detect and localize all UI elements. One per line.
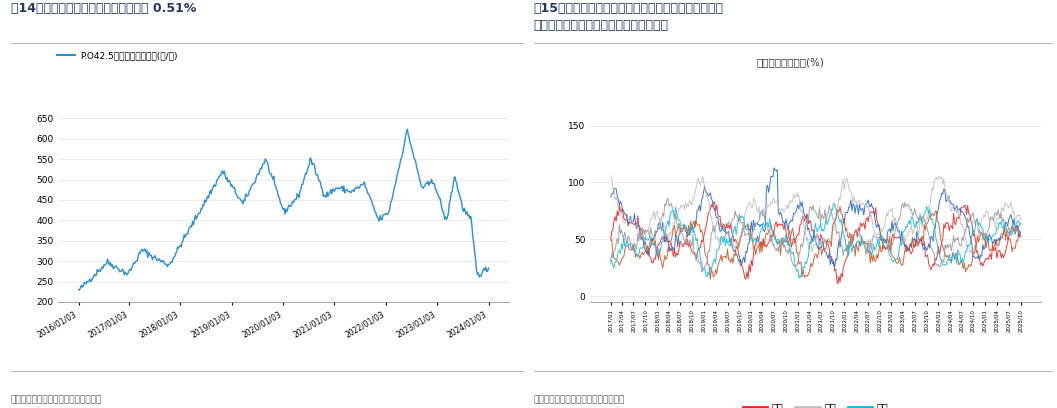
Text: 图14：本周华东地区水泥价格环比上涨 0.51%: 图14：本周华东地区水泥价格环比上涨 0.51%	[11, 2, 196, 15]
Legend: 江苏, 浙江, 山东, 安徽, 江西, 福建: 江苏, 浙江, 山东, 安徽, 江西, 福建	[739, 399, 892, 408]
Text: 华东地区熟料库存(%): 华东地区熟料库存(%)	[757, 57, 824, 67]
Text: 数据来源：卓创资讯、开源证券研究所: 数据来源：卓创资讯、开源证券研究所	[534, 395, 625, 404]
Text: 图15：本周华东地区熟料库存江西环比上升，浙江环比
持平，安徽、福建、江苏、山东环比下降: 图15：本周华东地区熟料库存江西环比上升，浙江环比 持平，安徽、福建、江苏、山东…	[534, 2, 724, 32]
Text: 数据来源：卓创资讯、开源证券研究所: 数据来源：卓创资讯、开源证券研究所	[11, 395, 101, 404]
Legend: P.O42.5散装华东地区均价(元/吨): P.O42.5散装华东地区均价(元/吨)	[54, 47, 181, 64]
